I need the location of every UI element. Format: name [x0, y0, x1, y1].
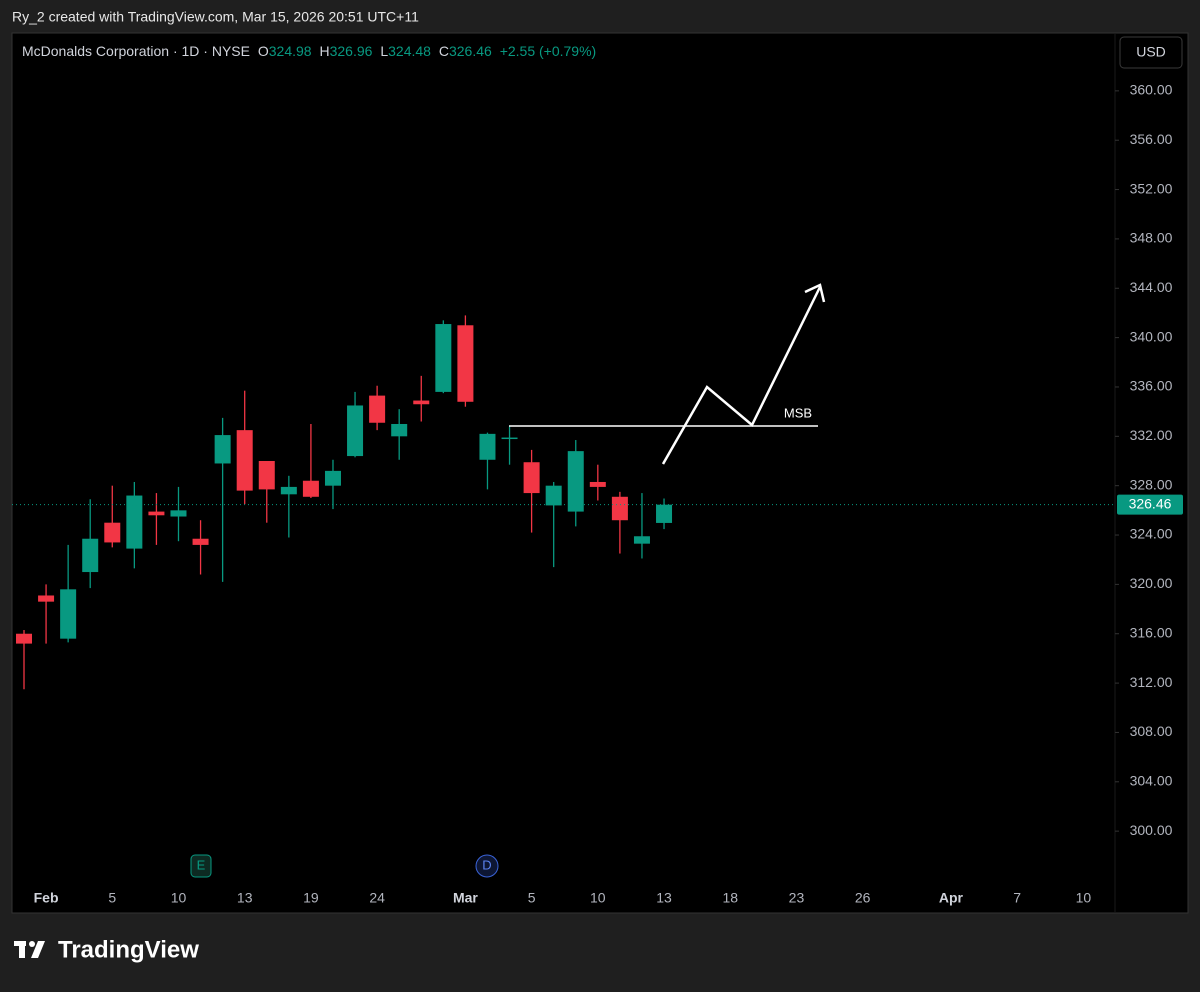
y-tick-label: 328.00: [1130, 476, 1173, 492]
annotation: MSB: [784, 405, 812, 420]
y-tick-label: 344.00: [1130, 279, 1173, 295]
y-tick-label: 352.00: [1130, 180, 1173, 196]
x-tick-label: 5: [528, 890, 536, 906]
x-tick-label: 10: [171, 890, 187, 906]
x-tick-label: 24: [369, 890, 385, 906]
x-tick-label: 10: [1076, 890, 1092, 906]
y-tick-label: 312.00: [1130, 674, 1173, 690]
y-tick-label: 348.00: [1130, 230, 1173, 246]
ohlc-label: L: [380, 43, 388, 59]
logo-mark: [14, 941, 45, 958]
candle-body: [656, 504, 673, 523]
x-tick-label: 13: [237, 890, 253, 906]
last-price-box: [1117, 494, 1183, 515]
last-price-label: 326.46: [1129, 495, 1172, 511]
candle-body: [413, 400, 430, 405]
currency-button[interactable]: [1119, 36, 1183, 69]
y-tick-label: 356.00: [1130, 131, 1173, 147]
x-tick-label: 7: [1013, 890, 1021, 906]
x-tick-label: 23: [789, 890, 805, 906]
candle-body: [347, 405, 364, 457]
candle-body: [60, 589, 77, 639]
candle-body: [567, 451, 584, 512]
dividend-label: D: [482, 857, 491, 872]
footer-logo: TradingView: [58, 936, 199, 963]
candle-body: [214, 435, 231, 464]
plot: 300.00 304.00 308.00 312.00 316.00 320.00 324.…: [12, 82, 1183, 906]
ohlc-label: O: [258, 43, 269, 59]
y-tick-label: 304.00: [1130, 772, 1173, 788]
chart-panel: [11, 32, 1189, 914]
candle-body: [126, 495, 143, 549]
candle-body: [16, 633, 32, 644]
candle-body: [280, 486, 297, 495]
dividend-marker[interactable]: [475, 854, 499, 878]
y-tick-label: 320.00: [1130, 575, 1173, 591]
ohlc-label: H: [319, 43, 329, 59]
arrow-head: [804, 283, 826, 303]
ohlc-value: 324.48: [388, 43, 431, 59]
candle-body: [391, 423, 408, 437]
candle-body: [82, 538, 99, 573]
y-tick-label: 336.00: [1130, 378, 1173, 394]
currency: USD: [1136, 44, 1166, 60]
candle-body: [170, 510, 187, 517]
x-tick-label: 26: [855, 890, 871, 906]
candle-body: [38, 595, 55, 602]
change: +2.55 (+0.79%): [500, 43, 597, 59]
candle-body: [148, 511, 165, 516]
candle-body: [523, 462, 540, 494]
x-tick-label: 13: [656, 890, 672, 906]
candle-body: [633, 536, 650, 544]
x-tick-label: Apr: [939, 890, 964, 906]
earnings-label: E: [197, 857, 206, 872]
candle-body: [236, 430, 253, 491]
x-tick-label: 18: [722, 890, 738, 906]
x-tick-label: 19: [303, 890, 319, 906]
y-tick-label: 340.00: [1130, 328, 1173, 344]
candle-body: [302, 480, 319, 497]
candle-body: [369, 395, 386, 423]
candle-body: [104, 522, 121, 543]
x-tick-label: 10: [590, 890, 606, 906]
y-tick-label: 300.00: [1130, 822, 1173, 838]
projection-path: [661, 286, 822, 465]
candle-body: [324, 470, 341, 486]
candle-body: [457, 325, 474, 402]
candle-body: [192, 538, 209, 545]
candle-body: [545, 485, 562, 506]
x-tick-label: Mar: [453, 890, 478, 906]
candle-body: [435, 324, 452, 392]
x-tick-label: Feb: [34, 890, 59, 906]
x-tick-label: 5: [108, 890, 116, 906]
ohlc-value: 326.46: [449, 43, 492, 59]
candle-body: [501, 437, 518, 440]
y-tick-label: 316.00: [1130, 624, 1173, 640]
candle-body: [258, 461, 275, 490]
y-tick-label: 332.00: [1130, 427, 1173, 443]
earnings-marker[interactable]: [190, 854, 212, 878]
header-text: Ry_2 created with TradingView.com, Mar 1…: [12, 9, 419, 25]
candle-body: [479, 433, 496, 460]
ohlc-value: 326.96: [330, 43, 373, 59]
legend: McDonalds Corporation · 1D · NYSE O324.9…: [22, 43, 596, 59]
y-tick-label: 324.00: [1130, 526, 1173, 542]
candle-body: [589, 481, 606, 487]
y-tick-label: 360.00: [1130, 82, 1173, 98]
candle-body: [611, 496, 628, 521]
ohlc-value: 324.98: [269, 43, 312, 59]
y-tick-label: 308.00: [1130, 723, 1173, 739]
symbol-title: McDonalds Corporation · 1D · NYSE: [22, 43, 250, 59]
ohlc-label: C: [439, 43, 449, 59]
